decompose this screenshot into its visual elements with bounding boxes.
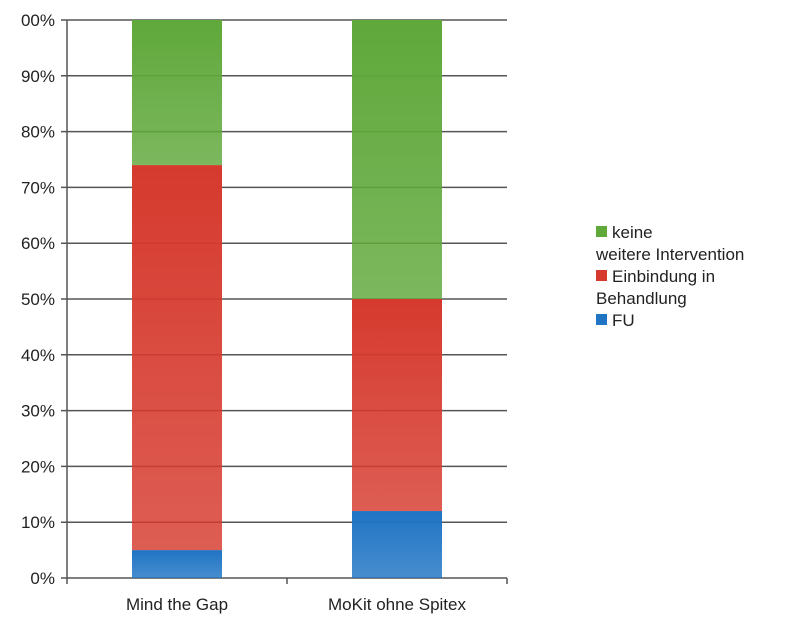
legend-label: keine weitere Intervention bbox=[596, 223, 745, 264]
legend-item-einbindung: Einbindung in Behandlung bbox=[596, 266, 811, 310]
legend-item-keine-intervention: keine weitere Intervention bbox=[596, 222, 811, 266]
legend-label: Einbindung in Behandlung bbox=[596, 267, 716, 308]
y-tick-label: 00% bbox=[21, 11, 55, 30]
bar-segment-keine-weitere-intervention bbox=[132, 20, 222, 166]
y-tick-label: 70% bbox=[21, 178, 55, 197]
legend-swatch-blue bbox=[596, 314, 607, 325]
y-tick-label: 30% bbox=[21, 402, 55, 421]
x-category-label: MoKit ohne Spitex bbox=[328, 595, 466, 614]
bar-segment-keine-weitere-intervention bbox=[352, 20, 442, 299]
y-tick-label: 90% bbox=[21, 67, 55, 86]
x-category-label: Mind the Gap bbox=[126, 595, 228, 614]
y-tick-label: 0% bbox=[30, 569, 55, 588]
bar-segment-fu bbox=[132, 550, 222, 578]
legend-label: FU bbox=[612, 311, 635, 330]
legend: keine weitere Intervention Einbindung in… bbox=[596, 222, 811, 332]
bar-segment-einbindung-in-behandlung bbox=[352, 299, 442, 512]
y-tick-label: 40% bbox=[21, 346, 55, 365]
bar-segment-einbindung-in-behandlung bbox=[132, 165, 222, 551]
legend-swatch-red bbox=[596, 270, 607, 281]
y-tick-label: 80% bbox=[21, 123, 55, 142]
bar-segment-fu bbox=[352, 511, 442, 578]
y-tick-label: 60% bbox=[21, 234, 55, 253]
y-tick-label: 20% bbox=[21, 457, 55, 476]
y-tick-label: 50% bbox=[21, 290, 55, 309]
legend-item-fu: FU bbox=[596, 310, 811, 332]
legend-swatch-green bbox=[596, 226, 607, 237]
y-tick-label: 10% bbox=[21, 513, 55, 532]
